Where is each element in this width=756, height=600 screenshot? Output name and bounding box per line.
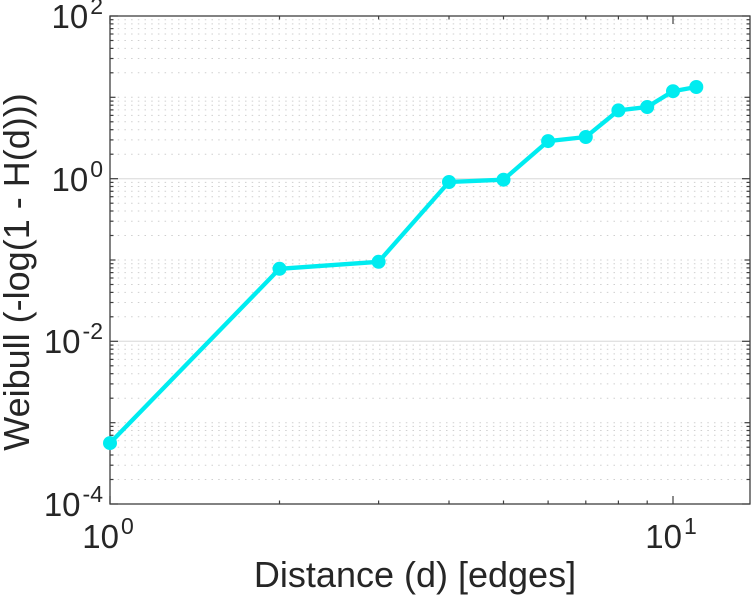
tick-mantissa: 10 (43, 486, 81, 523)
y-tick-label: 100 (23, 158, 103, 198)
data-point-marker (371, 254, 386, 269)
data-point-marker (496, 172, 511, 187)
data-point-marker (103, 436, 117, 451)
data-point-marker (442, 175, 456, 189)
tick-exponent: 0 (120, 513, 134, 539)
tick-exponent: 2 (90, 0, 103, 19)
y-tick-label: 10-4 (23, 483, 103, 523)
y-axis-label-wrap: Weibull (-log(1 - H(d))) (0, 12, 39, 532)
data-point-marker (666, 84, 680, 99)
tick-mantissa: 10 (82, 518, 119, 555)
data-point-marker (611, 103, 626, 118)
y-tick-label: 102 (23, 0, 103, 33)
tick-exponent: -4 (82, 481, 103, 507)
tick-mantissa: 10 (43, 323, 81, 360)
data-line (107, 84, 699, 446)
y-tick-label: 10-2 (23, 320, 103, 360)
tick-exponent: 1 (683, 513, 697, 539)
tick-mantissa: 10 (645, 518, 682, 555)
data-point-marker (689, 80, 704, 94)
tick-mantissa: 10 (51, 0, 89, 35)
y-axis-label: Weibull (-log(1 - H(d))) (0, 93, 37, 451)
tick-mantissa: 10 (51, 161, 89, 198)
x-axis-label: Distance (d) [edges] (253, 554, 577, 595)
data-point-marker (272, 261, 287, 276)
data-point-marker (640, 100, 655, 114)
tick-exponent: -2 (82, 318, 103, 344)
x-tick-label: 101 (611, 515, 731, 555)
data-point-marker (541, 134, 556, 149)
data-point-marker (578, 130, 593, 144)
tick-exponent: 0 (90, 156, 103, 182)
x-tick-label: 100 (48, 515, 168, 555)
